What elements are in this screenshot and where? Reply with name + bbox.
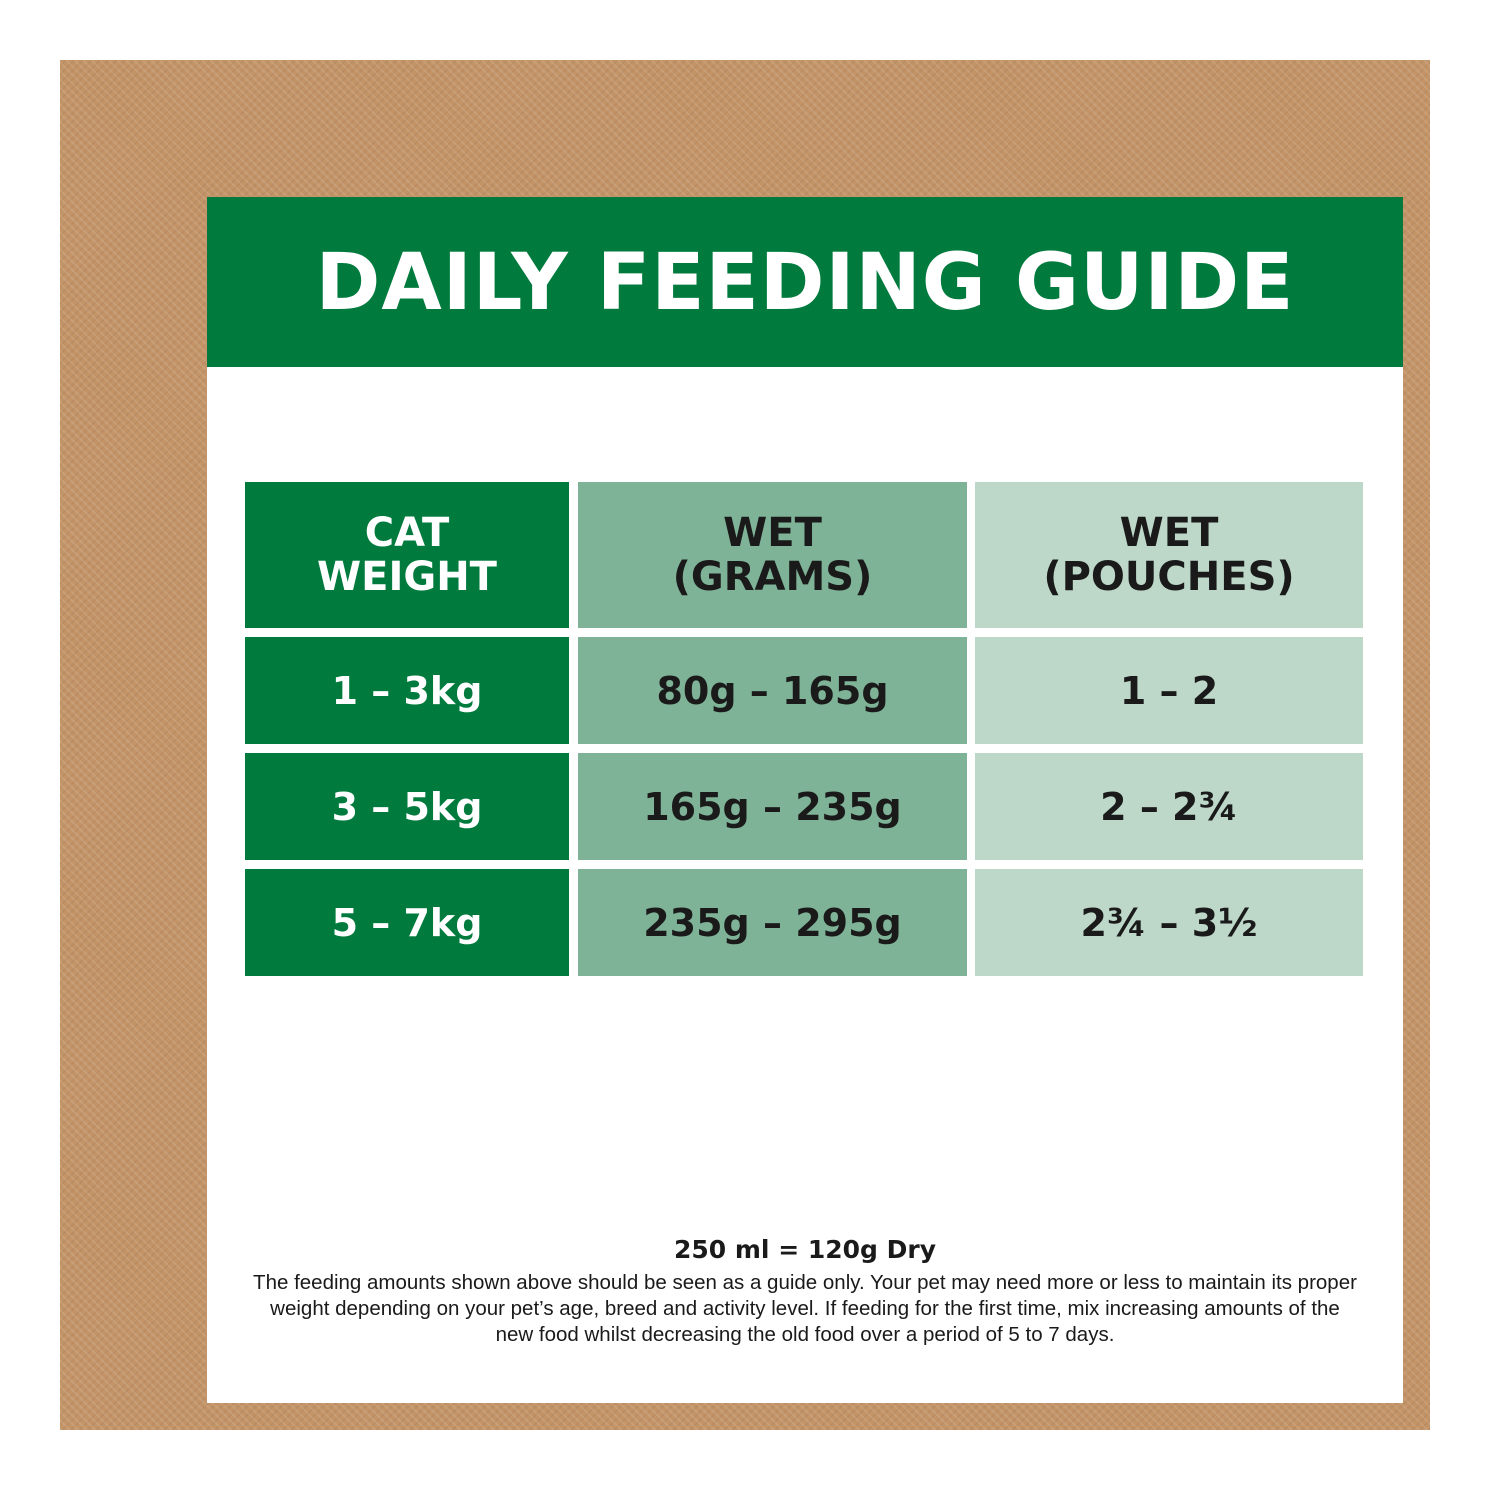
- table-cell-pouches: 1 – 2: [975, 637, 1363, 744]
- table-cell-grams: 235g – 295g: [578, 869, 967, 976]
- feeding-guide-card: DAILY FEEDING GUIDE CAT WEIGHT WET (GRAM…: [207, 197, 1403, 1403]
- page-title: DAILY FEEDING GUIDE: [315, 238, 1295, 328]
- table-cell-weight: 5 – 7kg: [245, 869, 569, 976]
- conversion-note: 250 ml = 120g Dry: [673, 1235, 937, 1264]
- table-cell-pouches: 2 – 2¾: [975, 753, 1363, 860]
- feeding-table: CAT WEIGHT WET (GRAMS) WET (POUCHES) 1 –…: [245, 482, 1363, 976]
- feeding-note: 250 ml = 120g Dry The feeding amounts sh…: [207, 1235, 1403, 1348]
- table-cell-pouches: 2¾ – 3½: [975, 869, 1363, 976]
- table-cell-weight: 3 – 5kg: [245, 753, 569, 860]
- title-banner: DAILY FEEDING GUIDE: [207, 197, 1403, 367]
- table-cell-grams: 80g – 165g: [578, 637, 967, 744]
- table-cell-grams: 165g – 235g: [578, 753, 967, 860]
- header-line: (GRAMS): [672, 554, 873, 600]
- header-line: CAT: [364, 510, 450, 556]
- header-line: WEIGHT: [317, 554, 497, 600]
- header-line: WET: [1119, 510, 1219, 556]
- header-line: WET: [723, 510, 822, 556]
- kraft-border: DAILY FEEDING GUIDE CAT WEIGHT WET (GRAM…: [60, 60, 1430, 1430]
- header-cat-weight: CAT WEIGHT: [245, 482, 569, 628]
- table-cell-weight: 1 – 3kg: [245, 637, 569, 744]
- disclaimer-text: The feeding amounts shown above should b…: [253, 1271, 1357, 1346]
- header-wet-pouches: WET (POUCHES): [975, 482, 1363, 628]
- header-line: (POUCHES): [1043, 554, 1295, 600]
- header-wet-grams: WET (GRAMS): [578, 482, 967, 628]
